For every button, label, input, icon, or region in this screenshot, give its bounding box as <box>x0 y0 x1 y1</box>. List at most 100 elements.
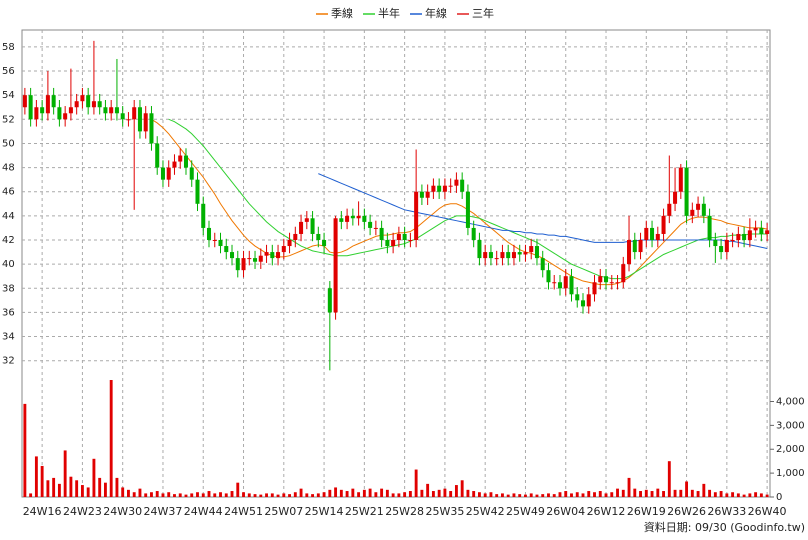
candle-body <box>132 107 137 120</box>
x-tick-label: 26W12 <box>587 505 626 518</box>
candle-body <box>402 233 407 240</box>
candle-body <box>304 218 309 222</box>
volume-bar <box>748 493 752 497</box>
candle-body <box>442 185 447 192</box>
ma-line <box>151 118 768 286</box>
volume-bar <box>98 477 102 497</box>
candle-body <box>661 215 666 234</box>
candle-body <box>195 179 200 204</box>
volume-bar <box>150 492 153 497</box>
volume-bar <box>288 494 291 497</box>
volume-bar <box>598 491 602 497</box>
volume-bar <box>650 491 654 497</box>
candle-body <box>379 227 384 240</box>
y-tick-label: 40 <box>2 259 15 270</box>
volume-bar <box>414 469 418 497</box>
volume-bar <box>667 461 671 497</box>
volume-bar <box>564 491 568 497</box>
volume-bar <box>587 491 591 497</box>
volume-bar <box>633 488 637 497</box>
candle-body <box>126 119 131 121</box>
volume-bar <box>34 456 38 497</box>
volume-bar <box>472 491 476 497</box>
volume-bar <box>742 494 746 497</box>
volume-bar <box>345 491 349 497</box>
candle-body <box>166 167 171 180</box>
volume-bar <box>512 493 516 497</box>
candle-body <box>299 221 304 234</box>
volume-bar <box>230 491 234 497</box>
candle-body <box>667 203 672 216</box>
volume-bar <box>23 403 27 497</box>
volume-bar <box>443 488 447 497</box>
volume-bar <box>311 494 315 497</box>
candle-body <box>736 233 741 240</box>
candle-body <box>258 255 263 262</box>
candle-body <box>500 252 505 259</box>
volume-bar <box>270 493 274 497</box>
candle-body <box>494 258 499 260</box>
candle-body <box>546 270 551 283</box>
candle-body <box>253 258 258 262</box>
candle-body <box>80 95 85 102</box>
candle-body <box>747 230 752 240</box>
candle-body <box>615 282 620 284</box>
candle-body <box>609 282 614 284</box>
volume-bar <box>92 458 96 497</box>
candle-body <box>488 252 493 259</box>
volume-bar <box>127 489 130 497</box>
volume-bar <box>201 493 205 497</box>
candle-body <box>724 240 729 253</box>
y-tick-label: 52 <box>2 114 15 125</box>
candle-body <box>425 191 430 198</box>
candle-body <box>345 215 350 222</box>
x-tick-label: 25W49 <box>506 505 545 518</box>
candle-body <box>40 107 45 114</box>
volume-bar <box>75 480 79 497</box>
candle-body <box>540 258 545 271</box>
x-tick-label: 26W40 <box>748 505 787 518</box>
volume-bar <box>265 493 268 497</box>
candle-body <box>86 95 91 108</box>
legend-label: 年線 <box>425 6 447 20</box>
volume-bar <box>362 489 366 497</box>
volume-bar <box>616 488 619 497</box>
candle-body <box>483 252 488 259</box>
candle-body <box>534 246 539 259</box>
candle-body <box>448 185 453 187</box>
volume-bar <box>679 489 683 497</box>
volume-bar <box>558 492 562 497</box>
candle-body <box>57 107 62 120</box>
candle-body <box>316 233 321 240</box>
volume-bar <box>593 492 596 497</box>
volume-bar <box>713 492 717 497</box>
volume-bar <box>662 491 665 497</box>
volume-bar <box>247 493 251 497</box>
candle-body <box>310 218 315 234</box>
volume-bar <box>621 489 625 497</box>
candle-body <box>523 252 528 255</box>
candle-body <box>759 227 764 234</box>
volume-bar <box>46 480 50 497</box>
candle-body <box>678 167 683 192</box>
candle-body <box>414 191 419 240</box>
candle-body <box>592 282 597 295</box>
volume-bar <box>380 488 384 497</box>
candle-body <box>730 240 735 241</box>
candle-body <box>68 107 73 114</box>
candle-body <box>655 233 660 240</box>
volume-bar <box>316 493 320 497</box>
candle-body <box>201 203 206 228</box>
footer: 資料日期: 09/30 (Goodinfo.tw) <box>644 520 805 534</box>
volume-bar <box>86 487 90 497</box>
volume-bar <box>552 494 556 497</box>
volume-bar <box>276 494 280 497</box>
x-tick-label: 25W07 <box>264 505 303 518</box>
volume-bar <box>518 494 522 497</box>
volume-bar <box>282 493 286 497</box>
candle-body <box>753 227 758 231</box>
candle-body <box>696 203 701 210</box>
candle-body <box>51 95 56 108</box>
x-tick-label: 25W35 <box>425 505 464 518</box>
volume-bar <box>385 489 389 497</box>
